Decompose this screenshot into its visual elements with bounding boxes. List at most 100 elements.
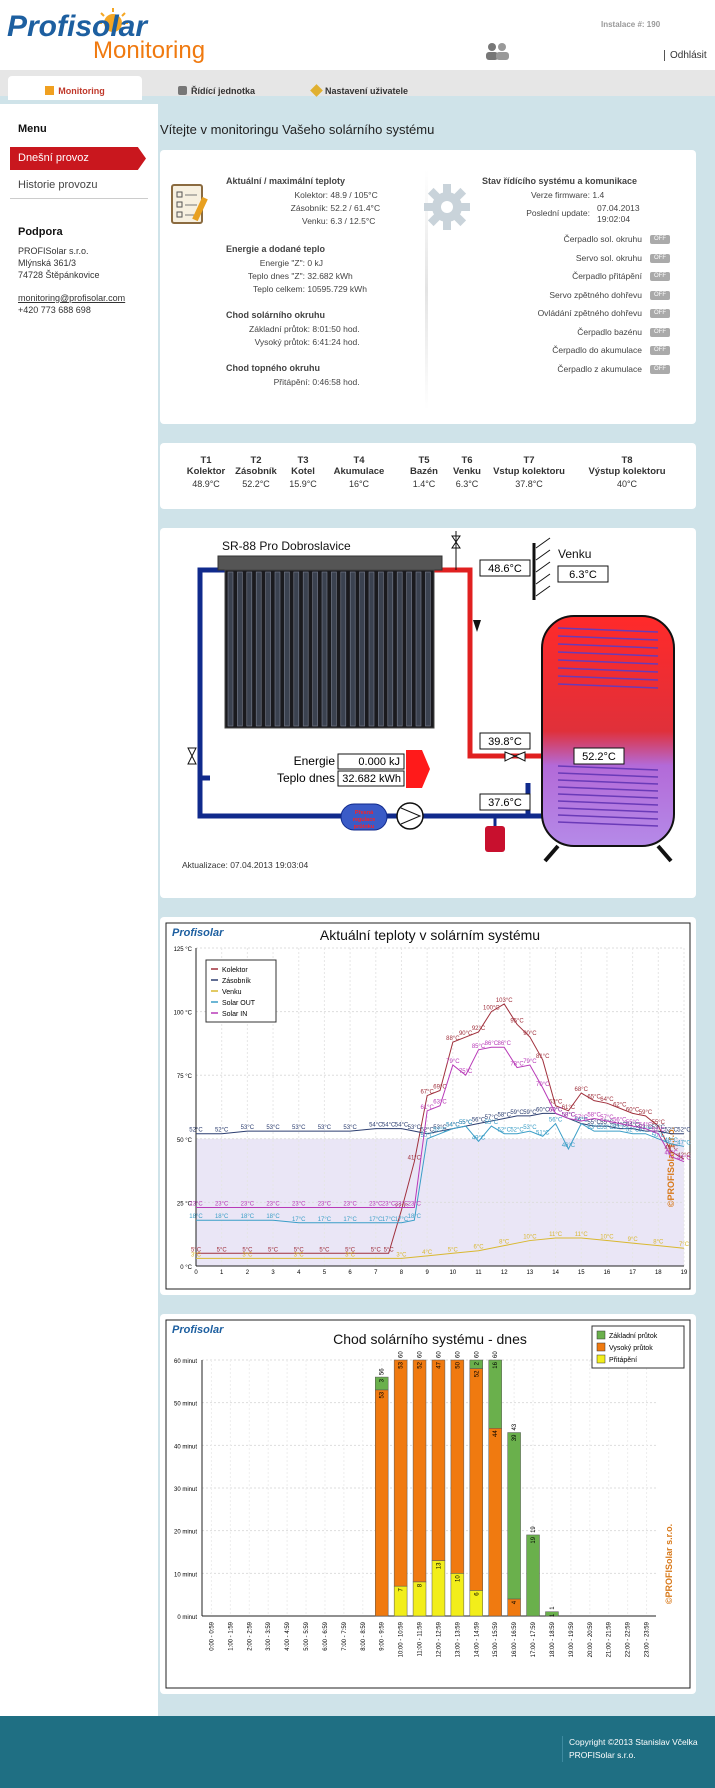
- switch-label: Čerpadlo z akumulace: [557, 363, 642, 374]
- data-label: 50°C: [652, 1133, 666, 1139]
- data-label: 53°C: [587, 1125, 601, 1131]
- off-badge[interactable]: OFF: [650, 346, 670, 355]
- data-label: 5°C: [217, 1247, 228, 1253]
- x-tick-label: 9: [425, 1270, 429, 1276]
- off-badge[interactable]: OFF: [650, 309, 670, 318]
- bar-základní-průtok: [507, 1432, 521, 1600]
- bar-total-label: 60: [399, 1351, 405, 1358]
- users-icon[interactable]: [484, 42, 510, 60]
- legend-label: Vysoký průtok: [609, 1344, 653, 1352]
- switch-row: Servo sol. okruhu OFF: [478, 253, 678, 265]
- series-line-venku: [196, 1237, 685, 1259]
- sensor-name: Vstup kolektoru: [493, 466, 565, 477]
- sensor-value: 16°C: [348, 479, 370, 489]
- off-badge[interactable]: OFF: [650, 364, 670, 374]
- y-tick-label: 50 minut: [174, 1402, 197, 1408]
- data-label: 51°C: [536, 1130, 550, 1136]
- bar-value-label: 50: [455, 1361, 461, 1368]
- support-company: PROFISolar s.r.o.: [18, 246, 89, 256]
- y-tick-label: 100 °C: [174, 1011, 193, 1017]
- sensor-id: T2: [250, 455, 262, 466]
- storage-tank: [541, 615, 675, 847]
- x-tick-label: 5: [323, 1270, 327, 1276]
- data-label: 61°C: [420, 1105, 434, 1111]
- tab-monitoring[interactable]: Monitoring: [8, 76, 142, 100]
- data-label: 53°C: [600, 1125, 614, 1131]
- data-label: 17°C: [369, 1217, 383, 1223]
- x-tick-label: 10:00 - 10:59: [399, 1621, 405, 1657]
- x-tick-label: 19: [681, 1270, 688, 1276]
- energy-title: Energie a dodané teplo: [226, 244, 326, 254]
- data-label: 53°C: [318, 1125, 332, 1131]
- bar-value-label: 53: [380, 1391, 386, 1398]
- data-label: 47°C: [677, 1140, 691, 1146]
- bar-základní-průtok: [375, 1376, 389, 1391]
- data-label: 81°C: [536, 1054, 550, 1060]
- sidebar-item-today[interactable]: Dnešní provoz: [10, 147, 146, 170]
- profisolar-logo[interactable]: Profisolar Monitoring: [5, 6, 235, 66]
- bar-total-label: 60: [493, 1351, 499, 1358]
- bar-total-label: 56: [380, 1368, 386, 1375]
- legend-swatch: [596, 1354, 606, 1364]
- bar-základní-průtok: [545, 1611, 559, 1617]
- y-tick-label: 75 °C: [177, 1074, 193, 1080]
- legend-label: Venku: [222, 989, 242, 996]
- x-tick-label: 16: [604, 1270, 611, 1276]
- data-label: 7°C: [679, 1242, 690, 1248]
- data-label: 55°C: [587, 1120, 601, 1126]
- tab-control-unit[interactable]: Řídící jednotka: [178, 76, 298, 100]
- switch-row: Ovládání zpětného dohřevu OFF: [478, 308, 678, 320]
- logo-text-bottom: Monitoring: [93, 37, 205, 64]
- collector-header: [217, 555, 443, 571]
- bar-value-label: 2: [474, 1361, 480, 1365]
- off-badge[interactable]: OFF: [650, 235, 670, 244]
- data-label: 60°C: [536, 1107, 550, 1113]
- logout-link[interactable]: Odhlásit: [664, 50, 707, 61]
- flow-arrow-icon: [473, 620, 481, 632]
- data-label: 23°C: [215, 1201, 229, 1207]
- switch-label: Ovládání zpětného dohřevu: [537, 308, 642, 318]
- chart-title: Aktuální teploty v solárním systému: [320, 927, 540, 943]
- bar-value-label: 13: [436, 1562, 442, 1569]
- bar-value-label: 8: [418, 1583, 424, 1587]
- temp-tank: Zásobník: 52.2 / 61.4°C: [290, 203, 381, 213]
- x-tick-label: 14: [552, 1270, 559, 1276]
- data-label: 54°C: [446, 1123, 460, 1129]
- bar-základní-průtok: [526, 1534, 540, 1617]
- data-label: 61°C: [562, 1105, 576, 1111]
- operation-bar-chart[interactable]: Profisolar Chod solárního systému - dnes 0…: [160, 1314, 696, 1694]
- off-badge[interactable]: OFF: [650, 272, 670, 281]
- off-badge[interactable]: OFF: [650, 253, 670, 263]
- data-label: 52°C: [639, 1128, 653, 1134]
- bar-value-label: 39: [512, 1434, 518, 1441]
- divider: [425, 170, 428, 410]
- legend-label: Kolektor: [222, 967, 248, 974]
- sensor-t5: T5 Bazén 1.4°C: [384, 455, 464, 489]
- x-tick-label: 12:00 - 12:59: [436, 1621, 442, 1657]
- support-street: Mlýnská 361/3: [18, 258, 77, 268]
- y-tick-label: 30 minut: [174, 1487, 197, 1493]
- bar-total-label: 60: [474, 1351, 480, 1358]
- data-label: 59°C: [523, 1110, 537, 1116]
- tools-icon: [178, 86, 187, 95]
- switch-label: Čerpadlo sol. okruhu: [563, 234, 642, 244]
- x-tick-label: 15: [578, 1270, 585, 1276]
- data-label: 88°C: [446, 1036, 460, 1042]
- temp-collector: Kolektor: 48.9 / 105°C: [294, 190, 378, 200]
- copyright-text: Copyright ©2013 Stanislav Včelka: [569, 1737, 698, 1747]
- sidebar-item-history[interactable]: Historie provozu: [18, 179, 98, 191]
- support-email-link[interactable]: monitoring@profisolar.com: [18, 293, 126, 303]
- data-label: 53°C: [652, 1125, 666, 1131]
- temperature-line-chart[interactable]: Profisolar Aktuální teploty v solárním sy…: [160, 917, 696, 1295]
- update-timestamp: Aktualizace: 07.04.2013 19:03:04: [182, 860, 308, 870]
- x-tick-label: 7:00 - 7:59: [342, 1621, 348, 1650]
- data-label: 17°C: [343, 1217, 357, 1223]
- tab-user-settings[interactable]: Nastavení uživatele: [310, 76, 452, 100]
- off-badge[interactable]: OFF: [650, 290, 670, 300]
- sensor-name: Akumulace: [333, 466, 385, 477]
- off-badge[interactable]: OFF: [650, 327, 670, 337]
- energy-value: 0.000 kJ: [358, 756, 400, 768]
- basic-flow: Základní průtok: 8:01:50 hod.: [249, 324, 360, 334]
- data-label: 23°C: [241, 1201, 255, 1207]
- data-label: 78°C: [510, 1062, 524, 1068]
